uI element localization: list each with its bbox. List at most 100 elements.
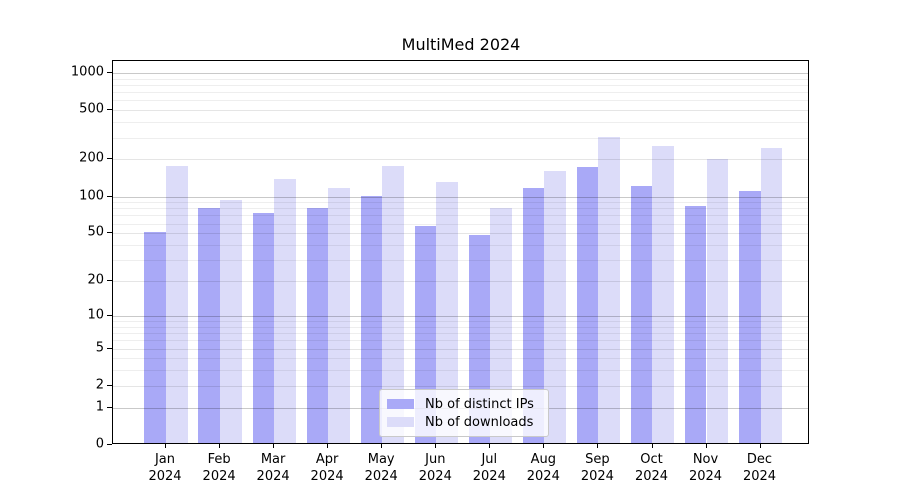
gridlines-layer (113, 61, 808, 443)
mid-gridline (113, 348, 808, 350)
x-tick-mark (381, 444, 383, 448)
mid-gridline (113, 159, 808, 161)
x-tick-label: Feb 2024 (202, 452, 236, 484)
minor-gridline (113, 202, 808, 204)
y-tick-label: 100 (79, 188, 104, 203)
bar-distinct-ips (630, 185, 653, 443)
minor-gridline (113, 340, 808, 342)
bar-distinct-ips (522, 187, 545, 443)
bar-downloads (652, 146, 675, 443)
bar-distinct-ips (576, 167, 599, 443)
bar-downloads (544, 171, 566, 443)
x-tick-label: Aug 2024 (526, 452, 560, 484)
minor-gridline (113, 84, 808, 86)
bar-downloads (760, 148, 783, 443)
x-tick-mark (219, 444, 221, 448)
bar-distinct-ips (144, 232, 166, 443)
x-tick-label: Nov 2024 (688, 452, 723, 484)
x-tick-label: Dec 2024 (742, 452, 777, 484)
y-tick-mark (107, 347, 112, 349)
legend-swatch-distinct-ips (387, 399, 414, 409)
y-tick-label: 2 (95, 377, 104, 393)
bar-downloads (328, 187, 350, 443)
y-tick-mark (107, 158, 112, 160)
y-tick-label: 10 (87, 307, 104, 323)
x-tick-label: Sep 2024 (580, 452, 614, 484)
x-tick-label: Apr 2024 (310, 452, 344, 484)
y-tick-mark (107, 314, 112, 316)
mid-gridline (113, 281, 808, 282)
x-tick-mark (597, 444, 599, 448)
bar-distinct-ips (198, 207, 221, 443)
bar-downloads (382, 166, 404, 443)
legend-label: Nb of downloads (425, 414, 534, 430)
bar-distinct-ips (252, 213, 275, 443)
minor-gridline (113, 215, 808, 217)
bar-downloads (598, 136, 620, 443)
y-tick-label: 0 (95, 436, 104, 452)
mid-gridline (113, 110, 808, 112)
x-tick-label: Oct 2024 (634, 452, 669, 484)
y-tick-label: 1000 (70, 64, 104, 80)
chart-title: MultiMed 2024 (401, 35, 521, 54)
x-tick-label: Mar 2024 (256, 452, 290, 484)
minor-gridline (113, 370, 808, 372)
y-tick-mark (107, 406, 112, 408)
minor-gridline (113, 92, 808, 94)
y-tick-mark (107, 280, 112, 281)
x-tick-label: Jun 2024 (418, 452, 452, 484)
minor-gridline (113, 78, 808, 80)
x-tick-mark (435, 444, 437, 448)
y-tick-label: 500 (79, 101, 104, 117)
bar-downloads (274, 178, 296, 443)
minor-gridline (113, 122, 808, 124)
bar-distinct-ips (306, 207, 329, 443)
bar-distinct-ips (414, 226, 437, 443)
minor-gridline (113, 260, 808, 262)
minor-gridline (113, 223, 808, 225)
major-gridline (113, 315, 808, 317)
major-gridline (113, 196, 808, 198)
y-tick-mark (107, 232, 112, 234)
mid-gridline (113, 233, 808, 235)
minor-gridline (113, 321, 808, 322)
plot-area (112, 60, 809, 444)
x-tick-label: May 2024 (364, 452, 398, 484)
bar-downloads (490, 207, 512, 443)
legend-swatch-downloads (387, 417, 414, 427)
x-tick-mark (327, 444, 329, 448)
y-tick-label: 200 (79, 150, 104, 166)
bar-downloads (436, 182, 458, 443)
x-tick-label: Jul 2024 (472, 452, 506, 484)
y-tick-mark (107, 444, 112, 445)
minor-gridline (113, 245, 808, 246)
bar-distinct-ips (360, 196, 383, 443)
minor-gridline (113, 208, 808, 210)
x-tick-mark (543, 444, 545, 448)
bar-downloads (166, 166, 188, 443)
x-tick-label: Jan 2024 (148, 452, 182, 484)
minor-gridline (113, 137, 808, 139)
x-tick-mark (489, 444, 491, 448)
legend-item-distinct-ips: Nb of distinct IPs (387, 397, 548, 412)
legend-item-downloads: Nb of downloads (387, 415, 548, 430)
bar-distinct-ips (738, 190, 761, 443)
y-tick-mark (107, 384, 112, 386)
y-tick-mark (107, 195, 112, 197)
x-tick-mark (273, 444, 275, 448)
bar-downloads (220, 200, 242, 443)
x-tick-mark (705, 444, 707, 448)
legend: Nb of distinct IPs Nb of downloads (379, 389, 549, 437)
y-tick-mark (107, 71, 112, 73)
legend-label: Nb of distinct IPs (425, 396, 534, 412)
major-gridline (113, 72, 808, 74)
y-tick-label: 50 (87, 224, 104, 240)
mid-gridline (113, 385, 808, 387)
x-tick-mark (651, 444, 653, 448)
minor-gridline (113, 326, 808, 328)
x-tick-mark (165, 444, 166, 448)
x-tick-mark (759, 444, 761, 448)
y-tick-label: 5 (95, 340, 104, 355)
minor-gridline (113, 358, 808, 360)
